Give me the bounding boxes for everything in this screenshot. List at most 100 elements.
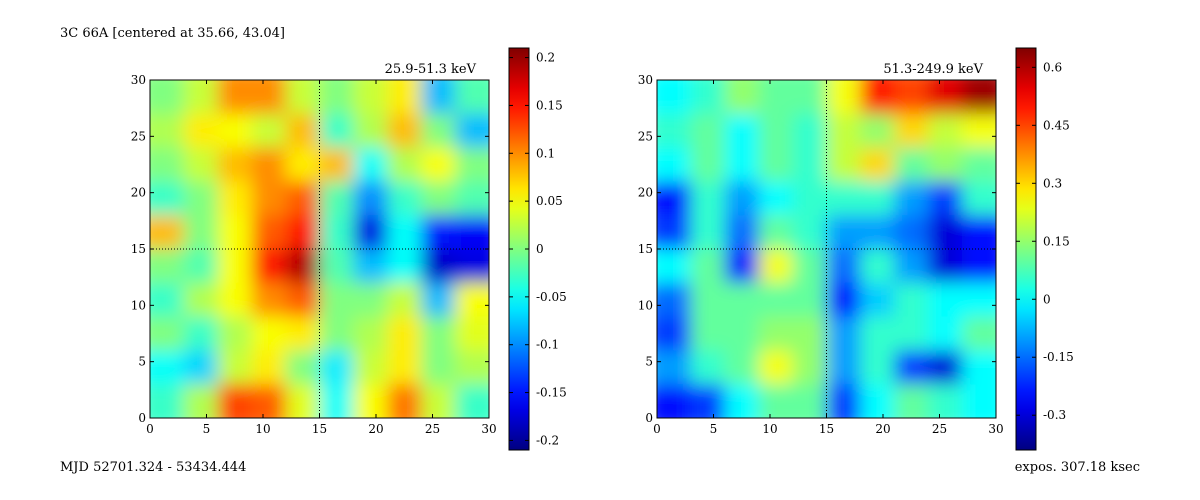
heat-cell — [183, 249, 219, 284]
heat-cell — [319, 316, 354, 351]
y-tick-label: 25 — [638, 129, 653, 143]
heat-cell — [285, 249, 321, 284]
colorbar-tick-label: 0 — [1043, 292, 1051, 306]
x-tick-label: 15 — [312, 422, 327, 436]
heat-cell — [792, 282, 828, 318]
heat-cell — [387, 249, 422, 284]
heat-cell — [251, 384, 287, 418]
heat-cell — [387, 215, 422, 250]
heat-cell — [353, 384, 388, 418]
heat-cell — [860, 80, 895, 115]
heat-cell — [455, 249, 489, 284]
heat-cell — [894, 80, 929, 115]
heat-cell — [183, 80, 219, 115]
heat-cell — [962, 113, 996, 149]
heat-cell — [150, 181, 185, 216]
heat-cell — [387, 316, 422, 351]
x-tick-label: 15 — [819, 422, 834, 436]
heat-cell — [319, 181, 354, 216]
heat-cell — [150, 384, 185, 418]
heat-cell — [826, 147, 861, 182]
heat-cell — [894, 215, 929, 250]
heat-cell — [387, 384, 422, 418]
colorbar-tick-label: -0.15 — [1043, 350, 1074, 364]
colorbar-tick-label: -0.05 — [536, 290, 567, 304]
heat-cell — [894, 350, 929, 385]
heat-cell — [690, 80, 726, 115]
x-tick-label: 10 — [255, 422, 270, 436]
heat-cell — [724, 80, 760, 115]
y-tick-label: 30 — [638, 73, 653, 87]
heat-cell — [690, 316, 726, 351]
x-tick-label: 20 — [875, 422, 890, 436]
heat-cell — [251, 181, 287, 216]
heat-cell — [792, 80, 828, 115]
heat-cell — [758, 249, 794, 284]
heat-cell — [758, 282, 794, 318]
heat-cell — [150, 350, 185, 385]
heat-cell — [285, 316, 321, 351]
heat-cell — [792, 147, 828, 182]
heat-cell — [657, 316, 692, 351]
heat-cell — [724, 147, 760, 182]
heat-cell — [962, 215, 996, 250]
x-tick-label: 30 — [988, 422, 1003, 436]
heat-cell — [217, 215, 253, 250]
colorbar-tick-label: 0.1 — [536, 146, 555, 160]
heat-cell — [421, 316, 456, 351]
heat-cell — [792, 249, 828, 284]
x-tick-label: 5 — [203, 422, 211, 436]
heat-cell — [150, 249, 185, 284]
figure-title: 3C 66A [centered at 35.66, 43.04] — [60, 26, 285, 41]
heat-cell — [860, 350, 895, 385]
heat-cell — [150, 215, 185, 250]
heat-cell — [183, 181, 219, 216]
heat-cell — [690, 113, 726, 149]
heat-cell — [353, 316, 388, 351]
heat-cell — [387, 350, 422, 385]
heat-cell — [150, 147, 185, 182]
panel-title: 51.3-249.9 keV — [883, 62, 983, 77]
heat-cell — [353, 80, 388, 115]
colorbar-tick-label: 0.2 — [536, 51, 555, 65]
x-tick-label: 10 — [762, 422, 777, 436]
heat-cell — [421, 215, 456, 250]
heat-cell — [319, 80, 354, 115]
heat-cell — [657, 215, 692, 250]
heat-cell — [792, 181, 828, 216]
heat-cell — [928, 181, 963, 216]
y-tick-label: 15 — [638, 242, 653, 256]
y-tick-label: 0 — [645, 411, 653, 425]
heat-cell — [962, 282, 996, 318]
heat-cell — [217, 282, 253, 318]
y-tick-label: 20 — [131, 186, 146, 200]
x-tick-label: 0 — [653, 422, 661, 436]
heat-cell — [217, 147, 253, 182]
heat-cell — [150, 80, 185, 115]
x-tick-label: 5 — [710, 422, 718, 436]
heat-cell — [962, 350, 996, 385]
heat-cell — [894, 249, 929, 284]
footer-right: expos. 307.18 ksec — [1015, 460, 1140, 475]
heat-cell — [353, 181, 388, 216]
heat-cell — [421, 80, 456, 115]
y-tick-label: 5 — [138, 355, 146, 369]
y-tick-label: 5 — [645, 355, 653, 369]
heat-cell — [353, 147, 388, 182]
heat-cell — [285, 282, 321, 318]
heat-cell — [421, 384, 456, 418]
heat-cell — [928, 80, 963, 115]
x-tick-label: 25 — [425, 422, 440, 436]
colorbar-tick-label: 0.6 — [1043, 60, 1062, 74]
heat-cell — [251, 80, 287, 115]
heat-cell — [319, 249, 354, 284]
heat-cell — [792, 113, 828, 149]
heat-cell — [826, 384, 861, 418]
heat-cell — [353, 113, 388, 149]
heat-cell — [150, 282, 185, 318]
heat-cell — [183, 113, 219, 149]
heat-cell — [251, 249, 287, 284]
heat-cell — [690, 282, 726, 318]
heat-cell — [894, 384, 929, 418]
heat-cell — [251, 350, 287, 385]
